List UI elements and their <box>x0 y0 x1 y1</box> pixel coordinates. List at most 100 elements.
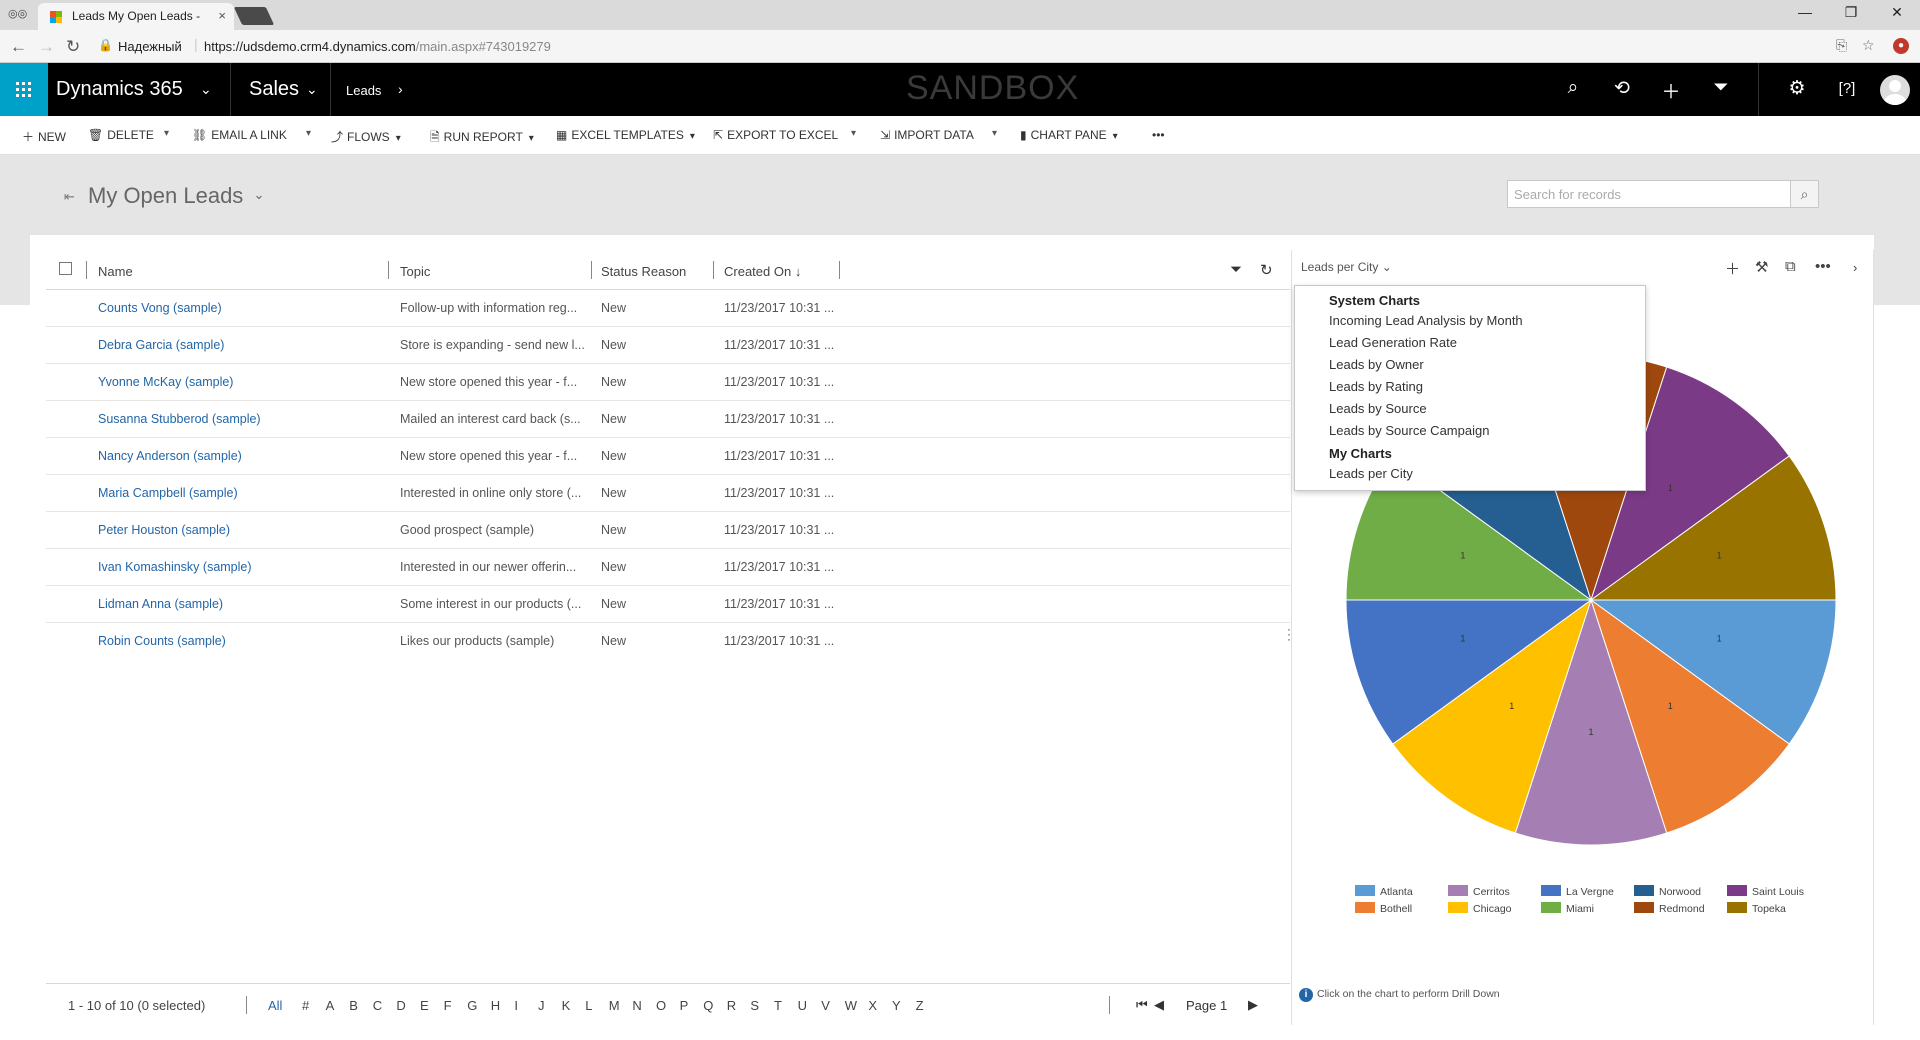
menu-item-chart[interactable]: Leads by Source <box>1329 401 1427 416</box>
lead-name-link[interactable]: Peter Houston (sample) <box>98 523 231 537</box>
legend-item[interactable]: Norwood <box>1634 885 1701 898</box>
table-row[interactable]: Lidman Anna (sample) Some interest in ou… <box>46 586 1290 623</box>
window-close-button[interactable]: ✕ <box>1891 4 1903 20</box>
jump-letter[interactable]: B <box>349 998 358 1013</box>
lead-name-link[interactable]: Robin Counts (sample) <box>98 634 226 648</box>
search-input[interactable] <box>1508 181 1790 207</box>
app-brand[interactable]: Dynamics 365 <box>56 78 183 100</box>
export-dropdown-icon[interactable]: ▾ <box>851 128 857 139</box>
pie-slice-topeka[interactable] <box>1589 455 1837 601</box>
lead-name-link[interactable]: Counts Vong (sample) <box>98 301 222 315</box>
legend-item[interactable]: Saint Louis <box>1727 885 1804 898</box>
more-chart-icon[interactable]: ••• <box>1815 258 1831 275</box>
column-name[interactable]: Name <box>98 264 133 279</box>
chevron-right-icon[interactable]: › <box>398 81 403 97</box>
new-tab-button[interactable] <box>233 7 275 25</box>
jump-letter[interactable]: P <box>679 998 689 1013</box>
jump-letter[interactable]: S <box>750 998 760 1013</box>
jump-letter[interactable]: M <box>608 998 620 1013</box>
legend-item[interactable]: Redmond <box>1634 902 1705 915</box>
app-launcher-button[interactable] <box>0 63 48 116</box>
table-row[interactable]: Counts Vong (sample) Follow-up with info… <box>46 290 1290 327</box>
first-page-icon[interactable]: ⏮ <box>1136 997 1148 1012</box>
jump-letter[interactable]: A <box>325 998 335 1013</box>
table-row[interactable]: Yvonne McKay (sample) New store opened t… <box>46 364 1290 401</box>
legend-item[interactable]: Bothell <box>1355 902 1412 915</box>
lead-name-link[interactable]: Debra Garcia (sample) <box>98 338 225 352</box>
delete-dropdown-icon[interactable]: ▾ <box>164 128 170 139</box>
browser-tab[interactable]: Leads My Open Leads - × <box>38 3 234 30</box>
delete-button[interactable]: 🗑 DELETE <box>88 128 154 142</box>
table-row[interactable]: Ivan Komashinsky (sample) Interested in … <box>46 549 1290 586</box>
previous-page-icon[interactable]: ◀ <box>1154 997 1164 1012</box>
next-page-icon[interactable]: ▶ <box>1248 997 1258 1012</box>
menu-item-chart[interactable]: Incoming Lead Analysis by Month <box>1329 313 1523 328</box>
new-chart-icon[interactable]: ＋ <box>1725 261 1741 278</box>
translate-icon[interactable]: ⎘ <box>1836 37 1848 53</box>
jump-letter[interactable]: O <box>656 998 667 1013</box>
jump-letter[interactable]: Q <box>703 998 714 1013</box>
legend-item[interactable]: Chicago <box>1448 902 1512 915</box>
menu-item-chart[interactable]: Leads per City <box>1329 466 1413 481</box>
jump-letter[interactable]: J <box>538 998 545 1013</box>
run-report-button[interactable]: 🗎 RUN REPORT ▾ <box>430 130 534 144</box>
url-field[interactable]: https://udsdemo.crm4.dynamics.com/main.a… <box>204 39 551 54</box>
column-topic[interactable]: Topic <box>400 264 431 279</box>
jump-letter[interactable]: E <box>420 998 429 1013</box>
pie-slice-atlanta[interactable] <box>1589 599 1837 745</box>
jump-letter[interactable]: V <box>821 998 830 1013</box>
jump-letter[interactable]: R <box>726 998 737 1013</box>
create-icon[interactable]: ＋ <box>1661 82 1681 103</box>
chart-selector[interactable]: Leads per City ⌄ <box>1301 260 1392 274</box>
entity-breadcrumb[interactable]: Leads <box>346 83 382 98</box>
more-commands-button[interactable]: ••• <box>1152 128 1165 142</box>
recent-items-icon[interactable]: ⟲ <box>1614 78 1630 99</box>
jump-letter[interactable]: L <box>585 998 593 1013</box>
legend-item[interactable]: La Vergne <box>1541 885 1614 898</box>
lead-name-link[interactable]: Susanna Stubberod (sample) <box>98 412 261 426</box>
jump-letter[interactable]: H <box>490 998 501 1013</box>
jump-letter[interactable]: U <box>797 998 807 1013</box>
jump-letter[interactable]: F <box>443 998 452 1013</box>
lead-name-link[interactable]: Lidman Anna (sample) <box>98 597 224 611</box>
collapse-pane-icon[interactable]: › <box>1853 260 1858 275</box>
legend-item[interactable]: Atlanta <box>1355 885 1413 898</box>
settings-icon[interactable]: ⚙ <box>1788 78 1806 99</box>
import-dropdown-icon[interactable]: ▾ <box>992 128 998 139</box>
table-row[interactable]: Peter Houston (sample) Good prospect (sa… <box>46 512 1290 549</box>
forward-icon[interactable]: → <box>38 37 55 56</box>
jump-letter[interactable]: I <box>514 998 519 1013</box>
restore-button[interactable]: ❐ <box>1844 4 1858 20</box>
jump-letter[interactable]: K <box>561 998 571 1013</box>
menu-item-chart[interactable]: Lead Generation Rate <box>1329 335 1457 350</box>
table-row[interactable]: Susanna Stubberod (sample) Mailed an int… <box>46 401 1290 438</box>
lead-name-link[interactable]: Yvonne McKay (sample) <box>98 375 234 389</box>
chart-pane-button[interactable]: ▮ CHART PANE ▾ <box>1020 128 1118 142</box>
advanced-find-icon[interactable]: ⏷ <box>1713 77 1729 98</box>
pie-slice-saint-louis[interactable] <box>1590 366 1790 602</box>
minimize-button[interactable]: — <box>1798 4 1812 20</box>
table-row[interactable]: Nancy Anderson (sample) New store opened… <box>46 438 1290 475</box>
pie-slice-la-vergne[interactable] <box>1345 599 1593 745</box>
close-tab-icon[interactable]: × <box>218 8 226 23</box>
lead-name-link[interactable]: Maria Campbell (sample) <box>98 486 238 500</box>
jump-letter[interactable]: G <box>467 998 478 1013</box>
export-excel-button[interactable]: ⇱ EXPORT TO EXCEL <box>713 128 838 142</box>
table-row[interactable]: Maria Campbell (sample) Interested in on… <box>46 475 1290 512</box>
search-icon[interactable]: ⌕ <box>1567 77 1579 98</box>
flows-button[interactable]: ⤴ FLOWS ▾ <box>331 130 401 144</box>
pie-slice-cerritos[interactable] <box>1514 598 1668 846</box>
chevron-down-icon[interactable]: ⌄ <box>200 81 212 97</box>
menu-item-chart[interactable]: Leads by Source Campaign <box>1329 423 1490 438</box>
avatar[interactable] <box>1880 75 1910 105</box>
splitter-handle-icon[interactable]: · · · <box>1287 622 1291 646</box>
bookmark-star-icon[interactable]: ☆ <box>1862 37 1875 53</box>
legend-item[interactable]: Topeka <box>1727 902 1786 915</box>
email-link-button[interactable]: ⛓ EMAIL A LINK <box>192 128 287 142</box>
search-icon[interactable]: ⌕ <box>1790 181 1818 207</box>
excel-templates-button[interactable]: ▦ EXCEL TEMPLATES ▾ <box>556 128 695 142</box>
lead-name-link[interactable]: Ivan Komashinsky (sample) <box>98 560 252 574</box>
new-button[interactable]: ＋ NEW <box>22 128 66 145</box>
filter-icon[interactable]: ⏷ <box>1230 261 1243 278</box>
pie-slice-chicago[interactable] <box>1392 598 1592 834</box>
